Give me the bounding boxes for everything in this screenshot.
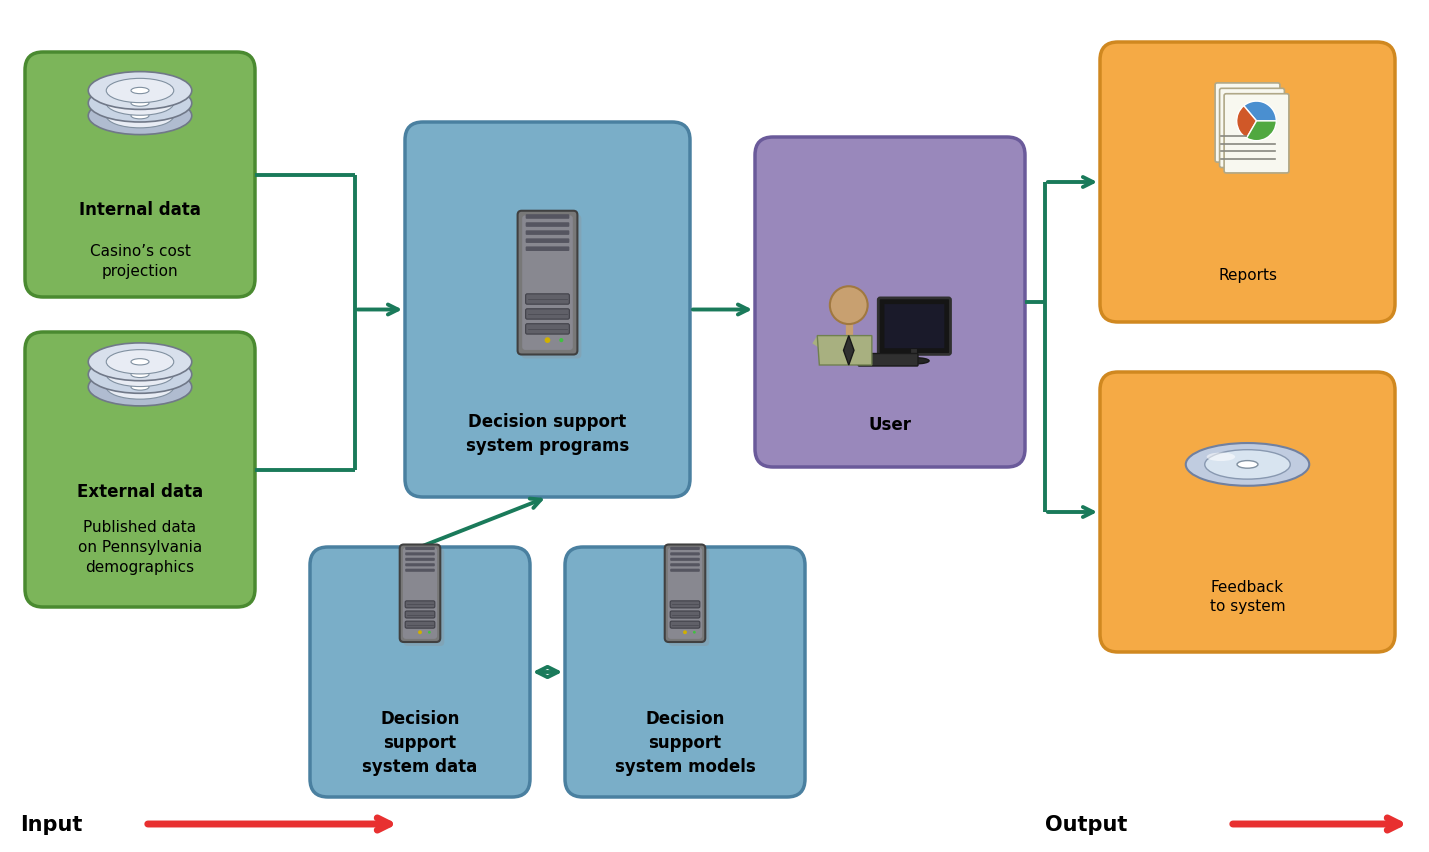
FancyBboxPatch shape (670, 558, 700, 561)
Ellipse shape (131, 384, 149, 391)
Polygon shape (843, 337, 855, 366)
FancyBboxPatch shape (406, 602, 434, 608)
Text: Decision
support
system data: Decision support system data (363, 710, 477, 774)
Text: Output: Output (1045, 814, 1127, 834)
FancyBboxPatch shape (670, 611, 700, 619)
FancyBboxPatch shape (859, 354, 917, 366)
Ellipse shape (89, 85, 191, 123)
Ellipse shape (106, 350, 174, 375)
Text: Decision support
system programs: Decision support system programs (466, 413, 629, 454)
FancyBboxPatch shape (406, 563, 434, 567)
Text: Internal data: Internal data (79, 200, 201, 219)
Ellipse shape (1238, 461, 1258, 469)
FancyBboxPatch shape (526, 239, 569, 244)
Circle shape (830, 287, 867, 325)
FancyBboxPatch shape (526, 231, 569, 236)
FancyBboxPatch shape (526, 309, 569, 320)
Ellipse shape (89, 343, 191, 381)
Ellipse shape (1206, 453, 1235, 462)
Ellipse shape (131, 360, 149, 366)
FancyBboxPatch shape (403, 548, 437, 639)
FancyBboxPatch shape (310, 547, 530, 797)
FancyBboxPatch shape (669, 549, 709, 646)
Ellipse shape (106, 79, 174, 104)
FancyBboxPatch shape (670, 602, 700, 608)
FancyBboxPatch shape (526, 215, 569, 220)
FancyBboxPatch shape (670, 569, 700, 573)
Text: Input: Input (20, 814, 83, 834)
FancyBboxPatch shape (526, 223, 569, 227)
Ellipse shape (106, 363, 174, 387)
Ellipse shape (89, 72, 191, 110)
FancyBboxPatch shape (406, 553, 434, 556)
FancyBboxPatch shape (404, 123, 690, 498)
Ellipse shape (89, 356, 191, 394)
Text: Feedback
to system: Feedback to system (1210, 579, 1285, 613)
Ellipse shape (131, 371, 149, 378)
FancyBboxPatch shape (885, 305, 945, 348)
Text: External data: External data (77, 483, 203, 501)
FancyBboxPatch shape (1215, 83, 1280, 163)
FancyBboxPatch shape (406, 621, 434, 629)
FancyBboxPatch shape (406, 569, 434, 573)
FancyBboxPatch shape (1100, 372, 1395, 653)
Text: User: User (869, 416, 912, 434)
FancyBboxPatch shape (670, 563, 700, 567)
FancyBboxPatch shape (667, 548, 702, 639)
Text: Decision
support
system models: Decision support system models (614, 710, 756, 774)
Circle shape (544, 338, 550, 343)
Ellipse shape (89, 369, 191, 406)
Ellipse shape (106, 376, 174, 400)
FancyBboxPatch shape (755, 138, 1025, 468)
FancyBboxPatch shape (24, 332, 254, 607)
FancyBboxPatch shape (1225, 95, 1289, 174)
Ellipse shape (131, 101, 149, 107)
Text: Reports: Reports (1218, 268, 1278, 283)
FancyBboxPatch shape (406, 558, 434, 561)
Wedge shape (1246, 122, 1276, 141)
Ellipse shape (1186, 444, 1309, 486)
FancyBboxPatch shape (517, 211, 577, 355)
Ellipse shape (106, 105, 174, 129)
FancyBboxPatch shape (406, 547, 434, 550)
FancyBboxPatch shape (670, 553, 700, 556)
Wedge shape (1236, 106, 1256, 139)
FancyBboxPatch shape (24, 53, 254, 297)
Circle shape (559, 338, 563, 343)
FancyBboxPatch shape (670, 547, 700, 550)
FancyBboxPatch shape (1219, 89, 1285, 169)
Wedge shape (1243, 102, 1276, 122)
Circle shape (427, 631, 430, 634)
FancyBboxPatch shape (526, 325, 569, 335)
FancyBboxPatch shape (522, 216, 582, 359)
Ellipse shape (106, 92, 174, 116)
Ellipse shape (131, 89, 149, 95)
FancyBboxPatch shape (406, 611, 434, 619)
Text: Casino’s cost
projection: Casino’s cost projection (90, 244, 190, 279)
Ellipse shape (131, 113, 149, 120)
Circle shape (693, 631, 696, 634)
Ellipse shape (900, 358, 929, 365)
Circle shape (683, 630, 687, 635)
FancyBboxPatch shape (670, 621, 700, 629)
Polygon shape (817, 337, 872, 366)
Text: Published data
on Pennsylvania
demographics: Published data on Pennsylvania demograph… (77, 520, 201, 574)
Ellipse shape (1205, 450, 1290, 480)
Ellipse shape (89, 98, 191, 135)
FancyBboxPatch shape (526, 295, 569, 305)
Circle shape (419, 630, 422, 635)
FancyBboxPatch shape (664, 545, 706, 642)
FancyBboxPatch shape (526, 247, 569, 251)
FancyBboxPatch shape (1100, 43, 1395, 323)
FancyBboxPatch shape (564, 547, 805, 797)
FancyBboxPatch shape (400, 545, 440, 642)
FancyBboxPatch shape (522, 216, 573, 350)
FancyBboxPatch shape (404, 549, 444, 646)
FancyBboxPatch shape (879, 298, 950, 355)
